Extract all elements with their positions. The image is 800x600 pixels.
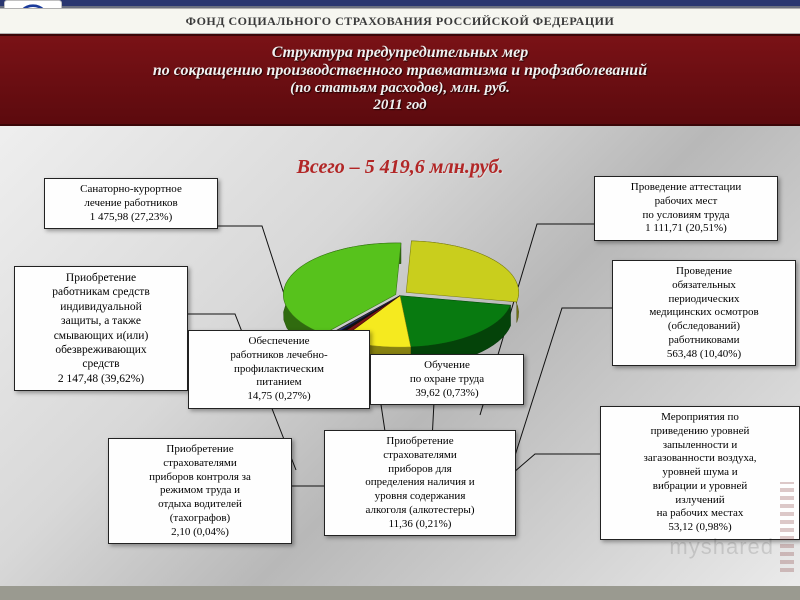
title-block: Структура предупредительных мер по сокра… xyxy=(0,34,800,126)
callout-ppe: Приобретениеработникам средствиндивидуал… xyxy=(14,266,188,391)
callout-training: Обучениепо охране труда39,62 (0,73%) xyxy=(370,354,524,405)
footer-bar xyxy=(0,586,800,600)
chart-area: Санаторно-курортноелечение работников1 4… xyxy=(0,170,800,590)
top-rule xyxy=(0,0,800,8)
callout-airdust: Мероприятия поприведению уровнейзапыленн… xyxy=(600,406,800,540)
title-line-3: (по статьям расходов), млн. руб. xyxy=(30,80,770,97)
callout-sanatorium: Санаторно-курортноелечение работников1 4… xyxy=(44,178,218,229)
callout-attest: Проведение аттестациирабочих местпо усло… xyxy=(594,176,778,241)
side-strip xyxy=(780,482,794,572)
page: ФОНД СОЦИАЛЬНОГО СТРАХОВАНИЯ РОССИЙСКОЙ … xyxy=(0,0,800,600)
callout-tacho: Приобретениестрахователямиприборов контр… xyxy=(108,438,292,544)
title-line-4: 2011 год xyxy=(30,97,770,114)
callout-medexam: Проведениеобязательныхпериодическихмедиц… xyxy=(612,260,796,366)
callout-alcotest: Приобретениестрахователямиприборов дляоп… xyxy=(324,430,516,536)
title-line-2: по сокращению производственного травмати… xyxy=(30,62,770,80)
pie-slice-sanatorium xyxy=(406,241,518,302)
title-line-1: Структура предупредительных мер xyxy=(30,44,770,62)
org-name: ФОНД СОЦИАЛЬНОГО СТРАХОВАНИЯ РОССИЙСКОЙ … xyxy=(0,8,800,34)
callout-nutrition: Обеспечениеработников лечебно-профилакти… xyxy=(188,330,370,409)
